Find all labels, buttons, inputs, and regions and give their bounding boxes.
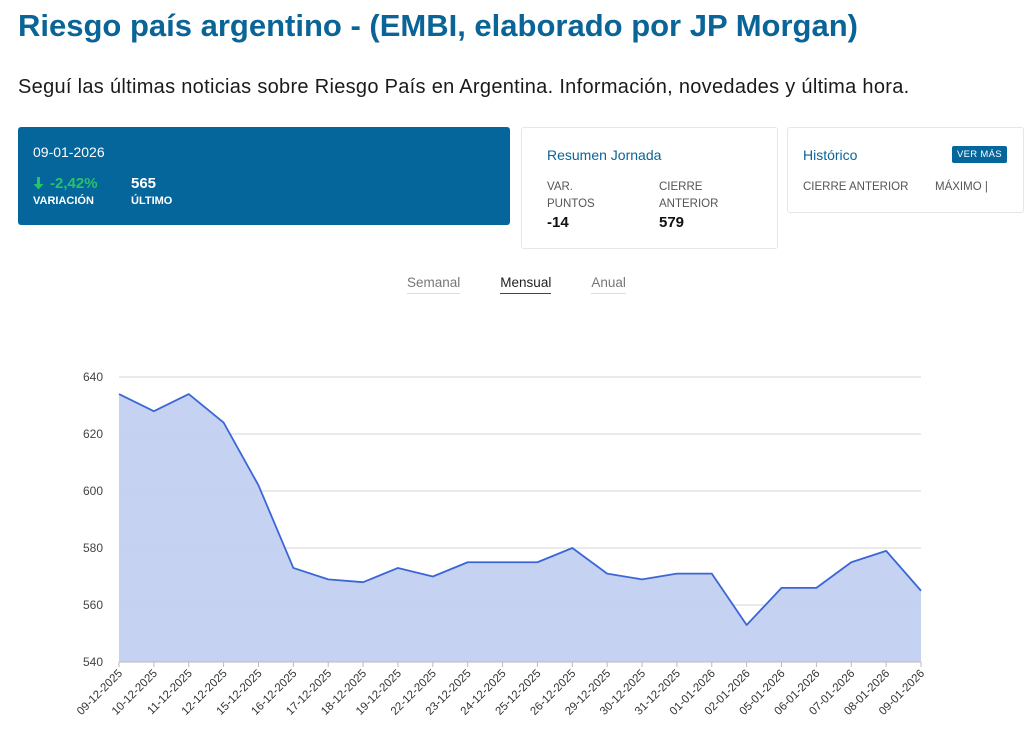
data-point [606, 572, 609, 575]
var-label-line2: PUNTOS [547, 198, 595, 210]
var-puntos-label: VAR. PUNTOS [547, 179, 595, 213]
data-point [257, 484, 260, 487]
data-point [118, 393, 121, 396]
arrow-down-icon [33, 177, 44, 190]
data-point [536, 561, 539, 564]
area-fill [119, 394, 921, 662]
y-tick-label: 640 [83, 370, 103, 384]
page-subtitle: Seguí las últimas noticias sobre Riesgo … [18, 76, 910, 98]
resumen-title: Resumen Jornada [547, 147, 662, 163]
y-tick-label: 620 [83, 427, 103, 441]
cierre-label-line2: ANTERIOR [659, 198, 719, 210]
summary-card: 09-01-2026 -2,42% VARIACIÓN 565 ÚLTIMO [18, 127, 510, 225]
y-tick-label: 600 [83, 484, 103, 498]
data-point [362, 581, 365, 584]
historico-cierre-anterior-label: CIERRE ANTERIOR [803, 181, 909, 193]
data-point [187, 393, 190, 396]
last-label: ÚLTIMO [131, 195, 173, 207]
variation-label: VARIACIÓN [33, 195, 94, 207]
cierre-label-line1: CIERRE [659, 181, 703, 193]
cierre-anterior-value: 579 [659, 214, 685, 231]
series-line [118, 393, 922, 626]
period-tabs: Semanal Mensual Anual [407, 275, 626, 294]
historico-maximo-label: MÁXIMO | [935, 181, 988, 193]
data-point [675, 572, 678, 575]
data-point [222, 421, 225, 424]
last-value: 565 [131, 175, 157, 192]
data-point [850, 561, 853, 564]
data-point [292, 566, 295, 569]
data-point [396, 566, 399, 569]
tab-semanal[interactable]: Semanal [407, 275, 461, 294]
variation-value: -2,42% [33, 175, 98, 192]
data-point [815, 586, 818, 589]
page-title: Riesgo país argentino - (EMBI, elaborado… [18, 8, 858, 43]
y-tick-label: 540 [83, 655, 103, 669]
data-point [431, 575, 434, 578]
data-point [710, 572, 713, 575]
var-puntos-value: -14 [547, 214, 569, 231]
tab-mensual[interactable]: Mensual [500, 275, 552, 294]
data-point [641, 578, 644, 581]
data-point [466, 561, 469, 564]
cierre-anterior-label: CIERRE ANTERIOR [659, 179, 718, 213]
data-point [327, 578, 330, 581]
data-point [780, 586, 783, 589]
variation-value-text: -2,42% [50, 175, 98, 192]
data-point [920, 589, 923, 592]
y-tick-label: 580 [83, 541, 103, 555]
var-label-line1: VAR. [547, 181, 573, 193]
tab-anual[interactable]: Anual [591, 275, 626, 294]
data-point [152, 410, 155, 413]
riesgo-pais-chart: 54056058060062064009-12-202510-12-202511… [75, 370, 927, 718]
data-point [571, 547, 574, 550]
data-point [885, 549, 888, 552]
data-point [745, 623, 748, 626]
data-point [501, 561, 504, 564]
resumen-card: Resumen Jornada VAR. PUNTOS -14 CIERRE A… [521, 127, 778, 249]
historico-title: Histórico [803, 147, 858, 163]
y-tick-label: 560 [83, 598, 103, 612]
ver-mas-button[interactable]: VER MÁS [952, 146, 1007, 163]
summary-date: 09-01-2026 [33, 144, 105, 160]
historico-card: Histórico VER MÁS CIERRE ANTERIOR MÁXIMO… [787, 127, 1024, 213]
